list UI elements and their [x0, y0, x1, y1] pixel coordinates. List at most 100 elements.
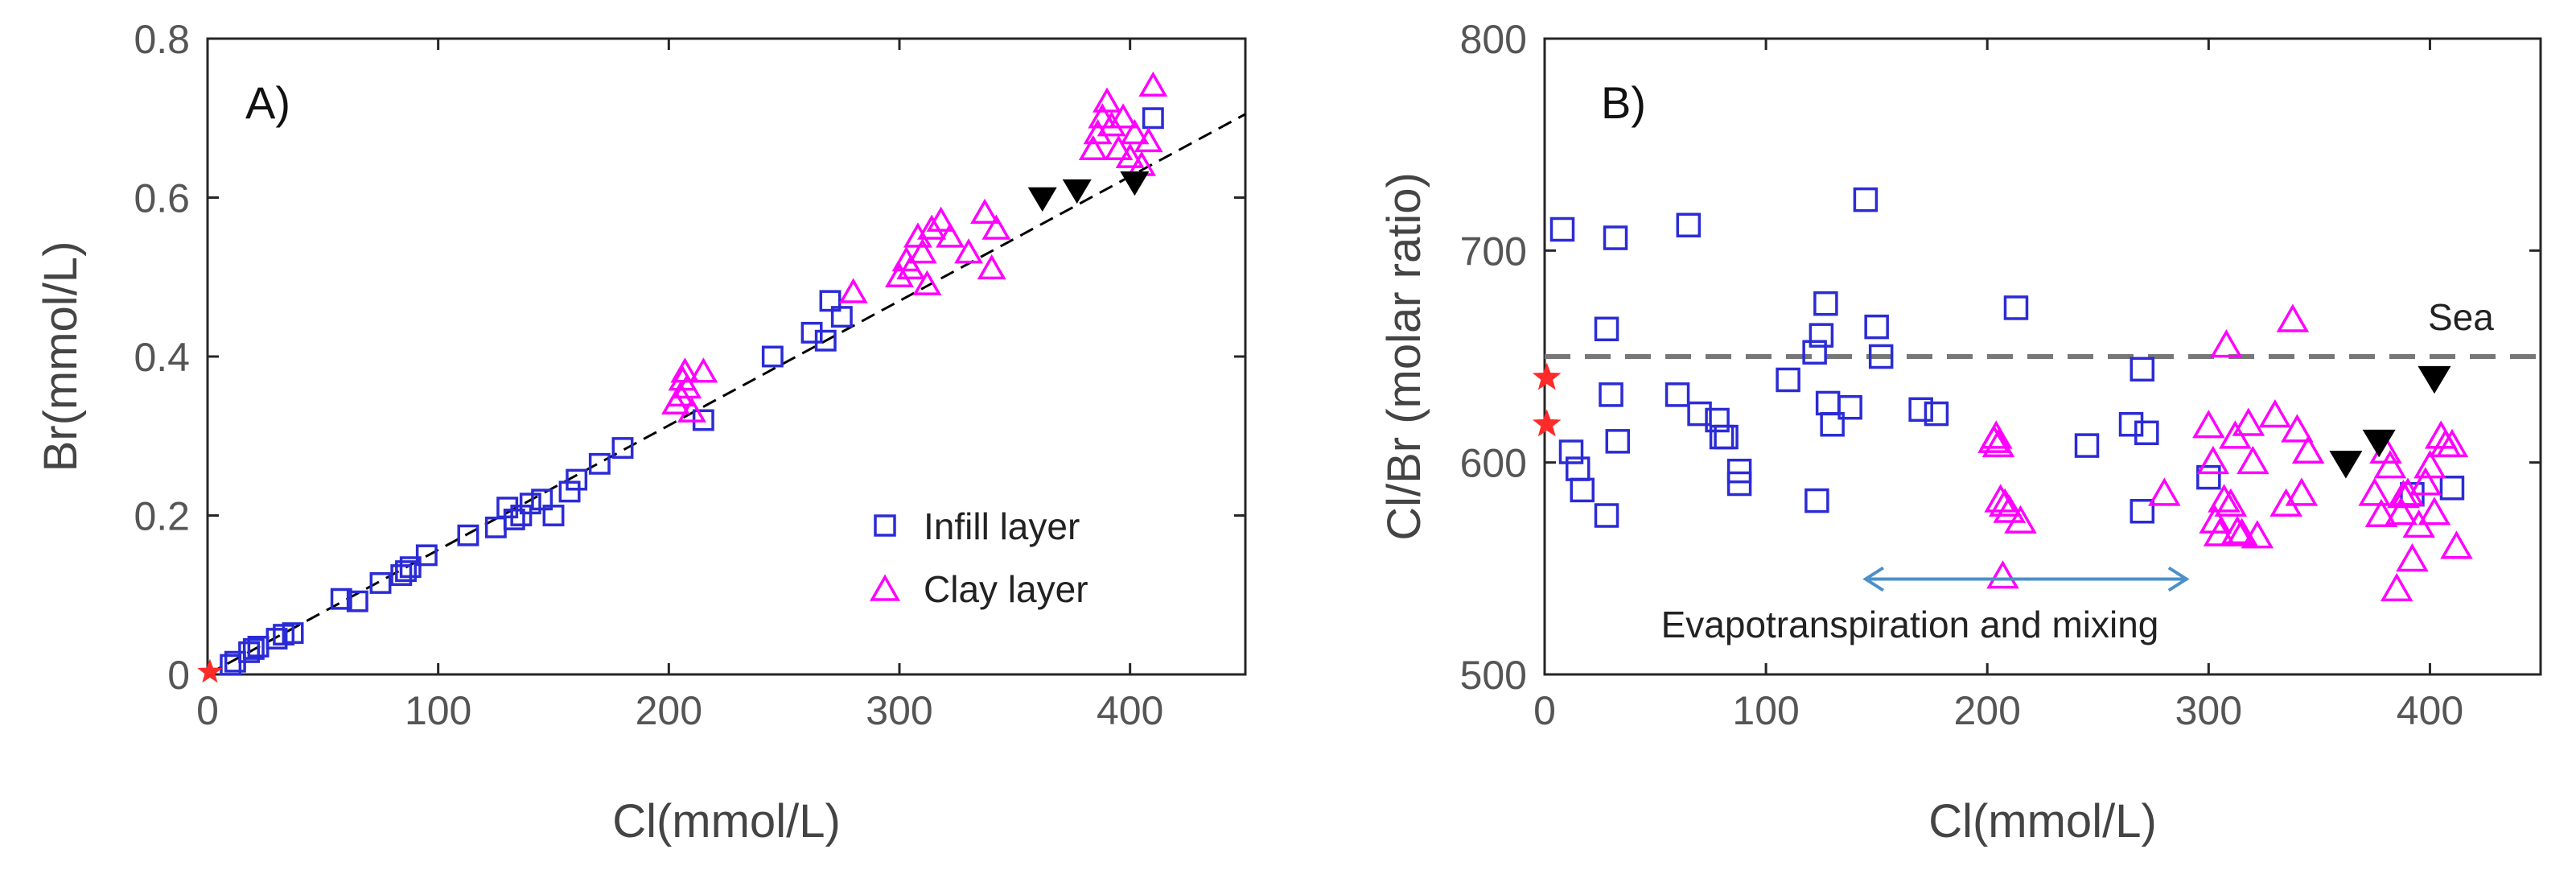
marker-infill-a	[519, 493, 541, 515]
y-axis-label-a: Br(mmol/L)	[35, 241, 87, 472]
marker-clay-b	[2285, 477, 2319, 506]
y-tick-label: 0.6	[134, 176, 190, 221]
marker-infill-a	[496, 497, 519, 519]
marker-clay-b	[2203, 517, 2237, 546]
marker-clay-b	[2148, 477, 2181, 506]
marks-b	[1532, 187, 2473, 602]
marker-clay-b	[1993, 494, 2027, 523]
x-tick-label: 400	[2397, 688, 2463, 733]
sea-label: Sea	[2428, 296, 2494, 338]
marker-infill-a	[830, 306, 853, 328]
marker-infill-a	[282, 622, 304, 645]
marker-infill-b	[1566, 456, 1590, 481]
legend-label-infill: Infill layer	[924, 505, 1080, 547]
marker-infill-a	[566, 468, 588, 491]
marker-infill-b	[1726, 458, 1752, 484]
marker-sea-a	[1062, 179, 1092, 204]
marker-infill-a	[369, 571, 392, 594]
marker-infill-a	[611, 437, 634, 460]
y-axis-label-b: Cl/Br (molar ratio)	[1378, 172, 1430, 541]
marker-clay-b	[2237, 445, 2269, 475]
marker-infill-b	[1804, 488, 1829, 513]
marker-clay-a	[903, 222, 932, 248]
marker-clay-a	[838, 278, 868, 303]
marker-infill-a	[1142, 107, 1164, 130]
marker-infill-a	[484, 516, 507, 538]
marker-clay-b	[1986, 560, 2019, 589]
marker-clay-b	[2269, 488, 2302, 517]
marker-clay-b	[2196, 445, 2230, 475]
trend-line	[207, 113, 1246, 676]
y-tick-label: 500	[1460, 653, 1527, 698]
marker-clay-a	[977, 254, 1006, 280]
x-tick-label: 400	[1097, 688, 1163, 733]
marker-clay-a	[912, 270, 942, 295]
marker-clay-a	[917, 214, 947, 240]
marker-clay-a	[1138, 71, 1168, 97]
marker-infill-b	[1594, 503, 1619, 528]
panel-b: 0 100 200 300 400 500 600 700 800 B) Sea Evapotr…	[1378, 17, 2542, 847]
marker-infill-b	[2134, 420, 2159, 446]
marker-clay-b	[2241, 520, 2274, 549]
marker-clay-b	[2291, 435, 2325, 464]
marker-clay-a	[1097, 111, 1126, 137]
marker-clay-a	[1083, 119, 1113, 145]
x-tick-label: 200	[636, 688, 702, 733]
marker-infill-b	[1705, 407, 1730, 433]
marker-infill-b	[1815, 390, 1841, 416]
marker-infill-b	[1676, 212, 1702, 237]
marker-clay-b	[2208, 484, 2241, 513]
marker-clay-b	[2409, 467, 2442, 496]
marker-clay-a	[1088, 103, 1117, 129]
marker-infill-b	[1924, 401, 1949, 427]
marker-infill-a	[330, 588, 352, 610]
marker-infill-a	[415, 544, 438, 567]
x-tick-label: 0	[1533, 688, 1556, 733]
marker-clay-b	[2281, 414, 2314, 443]
panel-a: 0 100 200 300 400 0 0.2 0.4 0.6 0.8 A) Cl(mmol/L)…	[35, 17, 1247, 847]
x-tick-label: 100	[1732, 688, 1799, 733]
marker-clay-a	[1134, 126, 1163, 153]
marker-clay-b	[2232, 407, 2265, 436]
marker-infill-b	[1605, 429, 1631, 454]
marker-infill-a	[531, 489, 553, 511]
marker-clay-a	[954, 238, 983, 264]
marker-infill-a	[399, 556, 422, 579]
y-tick-label: 0.8	[134, 17, 190, 62]
marker-clay-a	[677, 397, 706, 423]
marker-infill-a	[761, 345, 784, 368]
marker-clay-b	[2214, 488, 2248, 517]
marker-infill-b	[2003, 295, 2029, 320]
x-tick-label: 300	[866, 688, 932, 733]
x-tick-label: 200	[1954, 688, 2021, 733]
marker-clay-b	[2220, 515, 2254, 545]
y-tick-label: 600	[1460, 441, 1527, 486]
marker-infill-a	[814, 329, 837, 352]
marker-sea-a	[1027, 187, 1057, 212]
marker-clay-b	[2391, 477, 2425, 506]
marker-infill-b	[2439, 476, 2465, 501]
marker-clay-b	[2004, 505, 2037, 534]
marker-infill-b	[2196, 464, 2221, 490]
marker-rain-a	[197, 658, 223, 683]
marker-clay-a	[689, 357, 718, 383]
y-tick-label: 700	[1460, 229, 1527, 274]
marker-clay-a	[936, 222, 965, 248]
marker-infill-b	[1908, 397, 1933, 423]
marker-infill-b	[1665, 382, 1690, 407]
marker-infill-a	[220, 654, 242, 676]
marker-clay-b	[2364, 498, 2398, 527]
marker-sea-b	[2418, 365, 2451, 394]
x-axis-label-b: Cl(mmol/L)	[1928, 795, 2157, 847]
annotation-text: Evapotranspiration and mixing	[1661, 604, 2159, 645]
marker-clay-a	[907, 238, 937, 264]
marker-infill-a	[265, 628, 288, 650]
marker-clay-b	[2435, 428, 2469, 458]
marker-clay-a	[673, 373, 702, 399]
marker-clay-a	[1115, 142, 1145, 168]
marker-infill-b	[1853, 187, 1879, 212]
marker-infill-b	[1603, 225, 1628, 250]
marker-clay-b	[2385, 497, 2418, 526]
marker-infill-b	[1868, 344, 1894, 369]
